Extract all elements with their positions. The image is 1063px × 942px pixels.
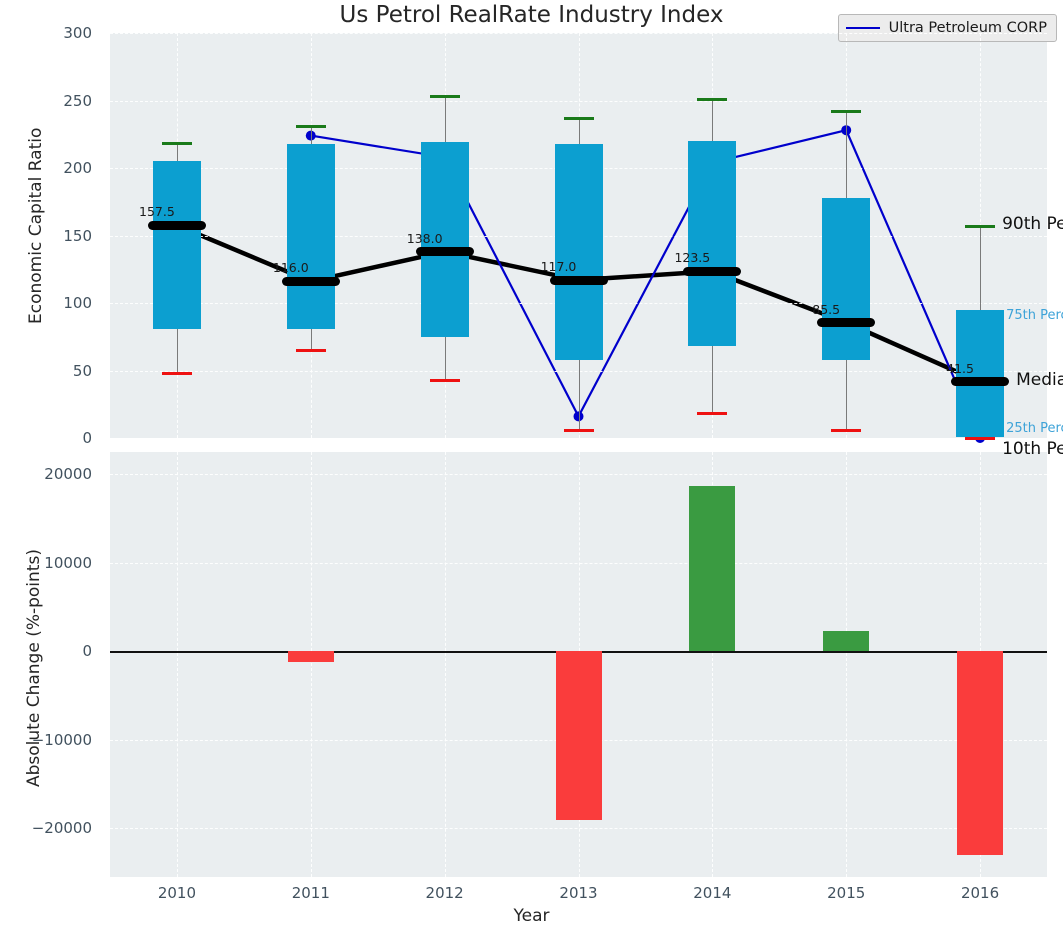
median-value-label-2012: 138.0	[406, 230, 443, 246]
x-tick-label-2016: 2016	[960, 884, 1000, 902]
legend-label: Ultra Petroleum CORP	[888, 20, 1047, 36]
median-value-label-2016: 41.5	[946, 360, 974, 376]
median-value-label-2011: 116.0	[272, 260, 309, 276]
x-tick-label-2012: 2012	[425, 884, 464, 902]
y-tick-label-top: 150	[63, 226, 92, 245]
y-tick-label-top: 50	[72, 361, 92, 380]
whisker-cap-low	[831, 428, 862, 432]
median-value-label-2014: 123.5	[674, 250, 711, 266]
box-2015	[822, 197, 871, 360]
legend-line-icon	[845, 27, 880, 29]
whisker-cap-high	[563, 116, 594, 120]
x-tick-label-2014: 2014	[693, 884, 732, 902]
x-tick-label-2015: 2015	[827, 884, 866, 902]
y-tick-label-bottom: −20000	[31, 819, 92, 838]
gridline-v	[176, 452, 178, 877]
whisker-cap-high	[697, 97, 728, 101]
y-tick-label-bottom: 0	[82, 642, 92, 661]
bar-2016	[957, 651, 1004, 856]
median-marker-2012	[415, 247, 474, 257]
y-tick-label-top: 300	[63, 24, 92, 42]
gridline-v	[712, 452, 714, 877]
whisker-cap-low	[429, 378, 460, 382]
median-marker-2013	[549, 275, 608, 285]
whisker-cap-low	[697, 412, 728, 416]
y-tick-label-bottom: 20000	[44, 465, 92, 484]
box-2016	[956, 309, 1005, 437]
gridline-v	[310, 452, 312, 877]
annotation-p75: 75th Percentile	[1006, 307, 1063, 323]
legend[interactable]: Ultra Petroleum CORP	[837, 14, 1057, 42]
bar-2014	[689, 485, 736, 652]
median-value-label-2015: 85.5	[812, 301, 841, 317]
median-marker-2015	[817, 318, 876, 328]
box-2012	[420, 142, 469, 337]
x-tick-label-2010: 2010	[157, 884, 197, 902]
annotation-p90: 90th Percentile	[1002, 213, 1063, 234]
median-value-label-2013: 117.0	[540, 259, 577, 275]
bar-2011	[287, 651, 334, 663]
box-2010	[152, 161, 201, 329]
annotation-p25: 25th Percentile	[1006, 420, 1063, 436]
y-tick-label-bottom: 10000	[44, 553, 92, 572]
box-2014	[688, 141, 737, 347]
annotation-median: Median	[1016, 369, 1063, 390]
gridline-v	[846, 452, 848, 877]
y-tick-label-bottom: −10000	[31, 730, 92, 749]
y-tick-label-top: 100	[63, 294, 92, 312]
box-2011	[286, 143, 335, 329]
gridline-v	[444, 452, 446, 877]
x-tick-label-2013: 2013	[559, 884, 598, 902]
company-line	[310, 128, 982, 439]
whisker-cap-low	[563, 428, 594, 432]
y-tick-label-top: 250	[63, 91, 92, 110]
whisker-cap-high	[161, 142, 192, 146]
x-axis-label: Year	[513, 906, 550, 926]
bar-2015	[823, 631, 870, 652]
median-marker-2014	[683, 266, 742, 276]
median-marker-2011	[281, 276, 340, 286]
y-tick-label-top: 200	[63, 159, 92, 177]
x-tick-label-2011: 2011	[291, 884, 330, 902]
median-marker-2016	[951, 377, 1010, 387]
whisker-cap-low	[295, 348, 326, 352]
whisker-cap-low	[161, 371, 192, 375]
median-marker-2010	[147, 220, 206, 230]
y-tick-label-top: 0	[82, 429, 92, 447]
chart-title: Us Petrol RealRate Industry Index	[339, 2, 724, 28]
y-axis-label-bottom: Absolute Change (%-points)	[24, 548, 44, 787]
whisker-cap-high	[965, 224, 996, 228]
annotation-p10: 10th Percentile	[1002, 438, 1063, 459]
bar-2013	[555, 651, 602, 821]
whisker-cap-high	[429, 95, 460, 99]
whisker-cap-high	[831, 109, 862, 113]
whisker-cap-low	[965, 436, 996, 440]
median-value-label-2010: 157.5	[139, 204, 175, 220]
box-2013	[554, 143, 603, 360]
whisker-cap-high	[295, 124, 326, 128]
